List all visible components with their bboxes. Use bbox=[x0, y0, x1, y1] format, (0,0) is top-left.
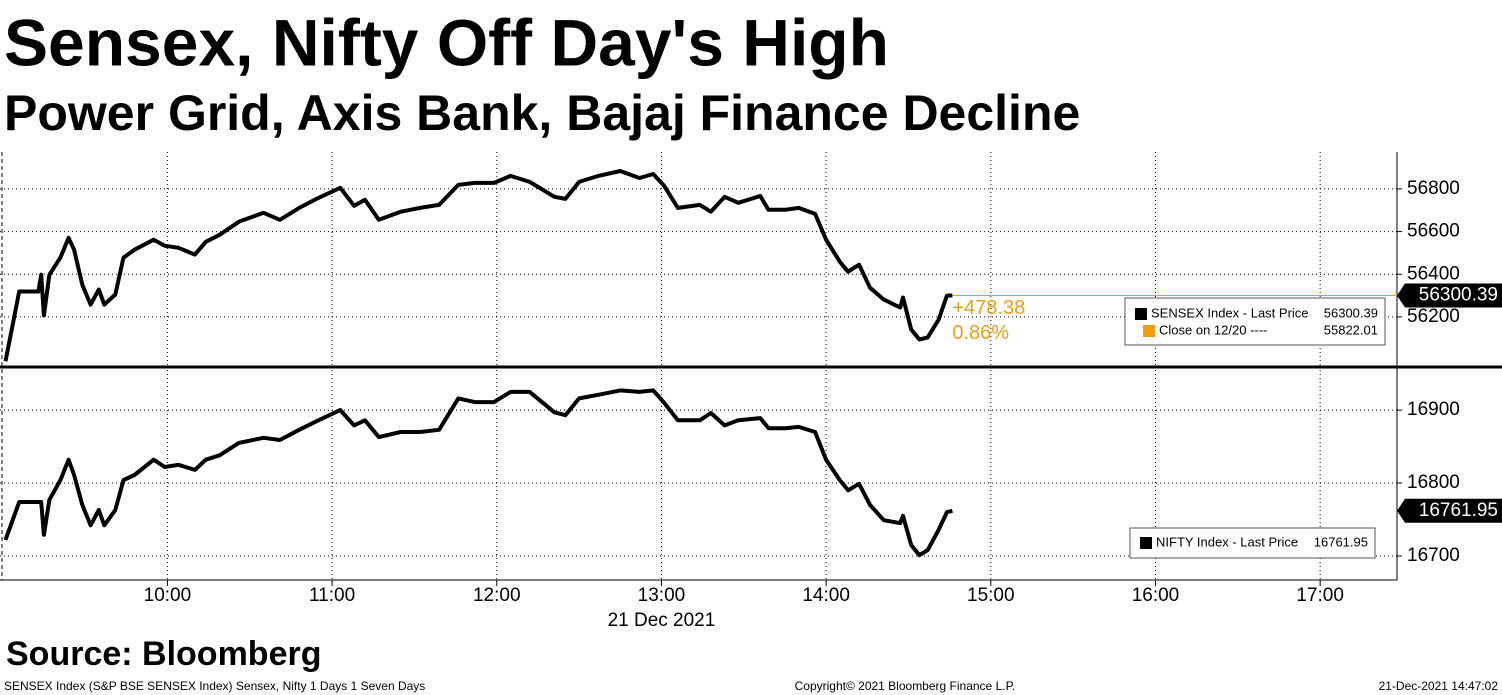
y-tick-label: 16800 bbox=[1407, 472, 1460, 493]
series-line bbox=[3, 169, 953, 362]
legend-value: 55822.01 bbox=[1324, 322, 1378, 337]
last-price-badge bbox=[1397, 498, 1502, 523]
legend-box bbox=[1129, 527, 1376, 559]
footer-right: 21-Dec-2021 14:47:02 bbox=[1379, 679, 1499, 693]
y-tick-label: 56800 bbox=[1407, 178, 1460, 199]
y-tick-label: 56600 bbox=[1407, 221, 1460, 242]
legend-label: NIFTY Index - Last Price bbox=[1156, 534, 1298, 549]
last-price-label: 16761.95 bbox=[1419, 500, 1498, 521]
footer-center: Copyright© 2021 Bloomberg Finance L.P. bbox=[795, 679, 1016, 693]
y-tick-label: 56400 bbox=[1407, 263, 1460, 284]
x-tick-label: 12:00 bbox=[473, 585, 521, 606]
change-label: +478.38 bbox=[952, 297, 1025, 319]
legend-value: 16761.95 bbox=[1314, 534, 1368, 549]
x-tick-label: 15:00 bbox=[967, 585, 1015, 606]
footer-left: SENSEX Index (S&P BSE SENSEX Index) Sens… bbox=[4, 679, 425, 693]
x-tick-label: 14:00 bbox=[802, 585, 850, 606]
x-tick-label: 17:00 bbox=[1296, 585, 1344, 606]
title: Sensex, Nifty Off Day's High bbox=[4, 5, 889, 79]
x-tick-label: 10:00 bbox=[144, 585, 192, 606]
x-axis-label: 21 Dec 2021 bbox=[608, 610, 716, 631]
source: Source: Bloomberg bbox=[6, 635, 321, 673]
change-pct-label: 0.86% bbox=[952, 322, 1009, 344]
y-tick-label: 16700 bbox=[1407, 545, 1460, 566]
last-price-label: 56300.39 bbox=[1419, 285, 1498, 306]
y-tick-label: 56200 bbox=[1407, 306, 1460, 327]
x-tick-label: 16:00 bbox=[1132, 585, 1180, 606]
legend-swatch bbox=[1135, 308, 1147, 320]
y-tick-label: 16900 bbox=[1407, 399, 1460, 420]
subtitle: Power Grid, Axis Bank, Bajaj Finance Dec… bbox=[4, 85, 1080, 141]
last-price-badge bbox=[1397, 283, 1502, 308]
x-tick-label: 13:00 bbox=[638, 585, 686, 606]
legend-label: Close on 12/20 ---- bbox=[1159, 322, 1267, 337]
x-tick-label: 11:00 bbox=[309, 585, 355, 606]
legend-label: SENSEX Index - Last Price bbox=[1151, 305, 1309, 320]
legend-swatch bbox=[1140, 537, 1152, 549]
series-line bbox=[3, 388, 953, 558]
legend-value: 56300.39 bbox=[1324, 305, 1378, 320]
legend-box bbox=[1124, 297, 1386, 346]
legend-swatch bbox=[1143, 325, 1155, 337]
